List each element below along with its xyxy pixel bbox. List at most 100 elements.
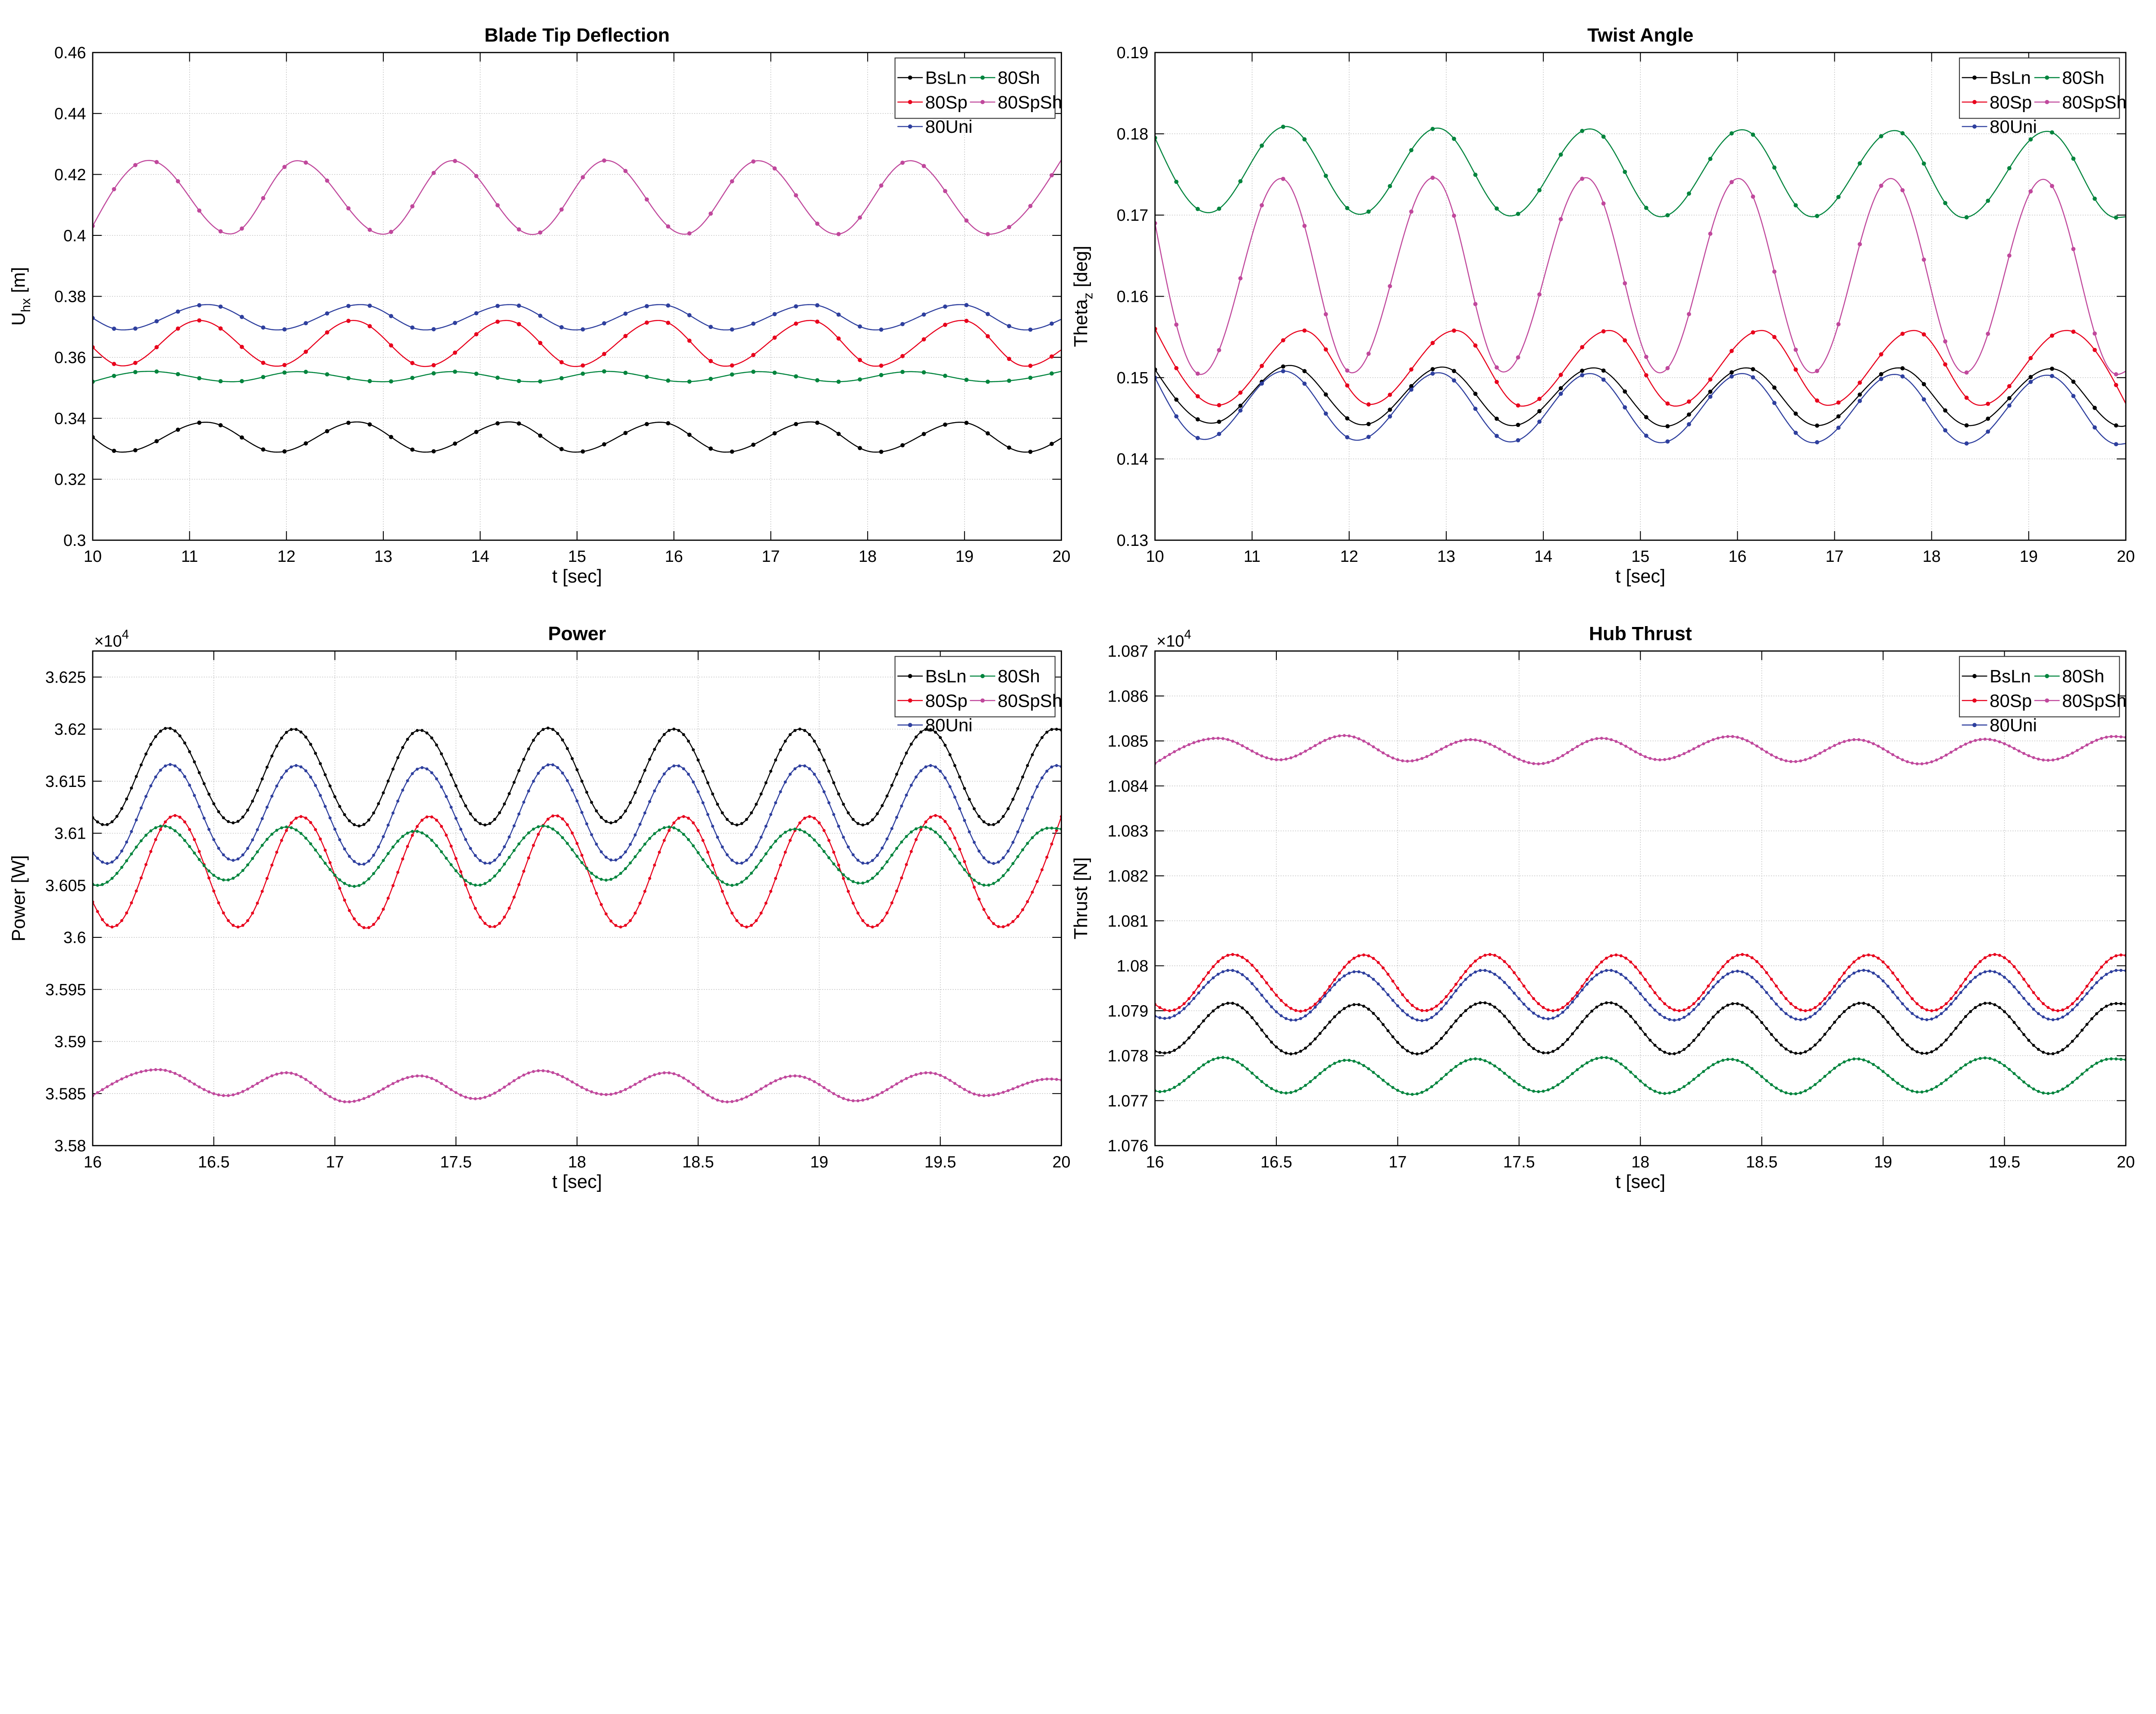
data-point-80Sp	[1527, 991, 1530, 994]
data-point-80Sh	[602, 369, 607, 374]
data-point-80Sh	[1726, 1058, 1730, 1061]
data-point-80SpSh	[1964, 370, 1969, 375]
y-tick-label: 0.14	[1117, 451, 1149, 469]
data-point-80SpSh	[958, 1085, 962, 1088]
data-point-BsLn	[943, 422, 947, 427]
data-point-BsLn	[445, 762, 448, 766]
data-point-80Sh	[1401, 1091, 1404, 1094]
data-point-80SpSh	[498, 1088, 501, 1092]
data-point-80Sh	[1789, 1092, 1792, 1096]
data-point-80Sh	[1668, 1091, 1671, 1095]
data-point-80SpSh	[240, 226, 244, 231]
data-point-80Sh	[1028, 376, 1033, 380]
data-point-BsLn	[827, 770, 830, 773]
data-point-BsLn	[881, 804, 884, 807]
data-point-80SpSh	[377, 1090, 380, 1094]
data-point-80Uni	[1289, 1018, 1293, 1022]
data-point-80Uni	[1245, 977, 1249, 981]
data-point-80Sh	[666, 378, 671, 383]
data-point-80SpSh	[692, 1083, 695, 1086]
data-point-BsLn	[1250, 1016, 1254, 1019]
data-point-80Uni	[1799, 1018, 1802, 1022]
data-point-BsLn	[1345, 416, 1350, 421]
data-point-80SpSh	[2100, 736, 2103, 740]
data-point-80Uni	[338, 838, 342, 841]
data-point-80SpSh	[328, 1095, 332, 1098]
data-point-80Sp	[735, 919, 739, 922]
data-point-80Sp	[580, 853, 583, 857]
data-point-80SpSh	[866, 1097, 869, 1101]
data-point-80SpSh	[188, 1079, 191, 1083]
data-point-80Sp	[1774, 984, 1778, 988]
data-point-80Uni	[1425, 1018, 1429, 1022]
data-point-80SpSh	[314, 1085, 317, 1088]
data-point-BsLn	[1452, 369, 1456, 373]
data-point-80Sh	[1702, 1070, 1705, 1073]
data-point-80Uni	[1668, 1018, 1671, 1021]
data-point-BsLn	[1755, 1015, 1758, 1018]
data-point-80Sp	[623, 334, 628, 338]
data-point-BsLn	[1619, 1006, 1623, 1009]
data-point-80Sp	[846, 890, 850, 893]
data-point-80Uni	[222, 853, 225, 856]
data-point-80Uni	[1537, 1015, 1540, 1018]
data-point-80Sh	[2090, 1065, 2093, 1068]
data-point-BsLn	[1741, 1003, 1744, 1007]
data-point-80SpSh	[1343, 734, 1346, 737]
data-point-BsLn	[1585, 1015, 1589, 1018]
data-point-BsLn	[193, 760, 196, 764]
data-point-80SpSh	[416, 1074, 419, 1078]
data-point-80Sh	[682, 833, 685, 836]
data-point-80SpSh	[1843, 740, 1846, 743]
data-point-80Sh	[430, 839, 433, 842]
data-point-80Sp	[495, 320, 500, 324]
data-point-80Uni	[1558, 392, 1563, 396]
data-point-80Sp	[759, 912, 763, 915]
data-point-80SpSh	[730, 179, 734, 184]
data-point-80Uni	[280, 776, 283, 779]
legend-marker-icon	[908, 723, 912, 727]
data-point-BsLn	[1833, 1021, 1836, 1024]
data-point-80Sp	[2090, 978, 2093, 981]
chart-title: Hub Thrust	[1589, 623, 1692, 645]
data-point-BsLn	[2081, 1028, 2084, 1032]
data-point-80Sp	[353, 917, 356, 921]
data-point-80SpSh	[1755, 744, 1758, 748]
data-point-80Sh	[943, 841, 947, 844]
data-point-BsLn	[1396, 1041, 1399, 1044]
data-point-80Uni	[759, 836, 763, 839]
data-point-80Sh	[943, 373, 947, 378]
data-point-80Sh	[836, 379, 841, 384]
data-point-80Sh	[1858, 161, 1862, 166]
data-point-80Uni	[135, 818, 138, 822]
data-point-80SpSh	[1372, 745, 1375, 749]
data-point-80Uni	[1872, 971, 1875, 975]
data-point-80Uni	[2022, 996, 2026, 1000]
data-point-80Uni	[1372, 978, 1375, 981]
data-point-80Sh	[479, 884, 482, 887]
data-point-80Uni	[682, 767, 685, 771]
series-80Uni	[92, 303, 1062, 332]
series-group	[1155, 734, 2126, 1096]
data-point-80Sp	[1653, 991, 1657, 994]
data-point-80Sp	[1683, 1008, 1686, 1012]
data-point-80Sp	[1921, 332, 1926, 337]
data-point-80Sp	[1639, 971, 1642, 975]
axes-frame	[92, 650, 1062, 1147]
legend-marker-icon	[908, 75, 912, 80]
data-point-80Sp	[1493, 954, 1497, 957]
data-point-80SpSh	[818, 1083, 821, 1086]
data-point-80Sh	[725, 883, 729, 886]
data-point-80Uni	[2075, 1003, 2079, 1006]
data-point-80Uni	[662, 772, 666, 776]
data-point-80Uni	[1751, 375, 1755, 380]
data-point-BsLn	[1495, 417, 1499, 421]
data-point-80SpSh	[445, 1085, 448, 1088]
data-point-80Sp	[232, 924, 235, 927]
data-point-80Sp	[1309, 1006, 1312, 1010]
data-point-80SpSh	[295, 1073, 298, 1076]
data-point-BsLn	[135, 775, 138, 778]
data-point-80SpSh	[112, 187, 116, 191]
data-point-80SpSh	[1430, 752, 1433, 756]
data-point-80Sp	[939, 815, 942, 819]
